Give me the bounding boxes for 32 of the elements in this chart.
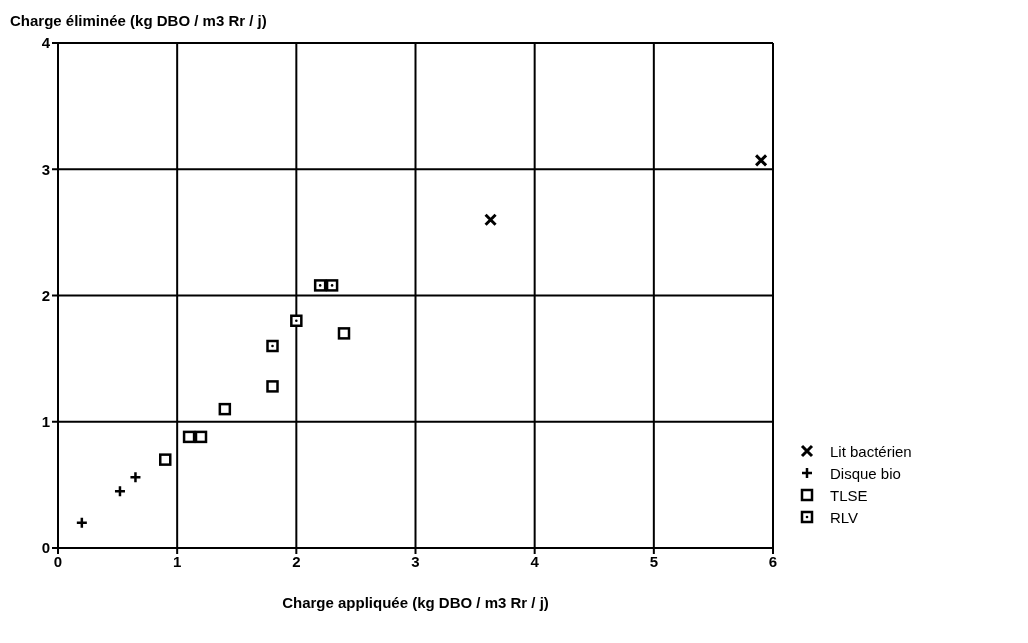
point [290, 314, 303, 327]
point [218, 402, 232, 416]
x-tick-label: 0 [53, 552, 63, 570]
legend-label: TLSE [830, 486, 868, 504]
point [182, 430, 196, 444]
point [75, 516, 89, 529]
legend-label: Lit bactérien [830, 442, 912, 460]
y-tick-label: 4 [41, 34, 51, 52]
y-tick-label: 0 [41, 539, 50, 557]
point [113, 484, 127, 498]
point [754, 153, 768, 167]
point [266, 380, 279, 393]
y-tick-label: 3 [41, 160, 50, 178]
x-axis-title: Charge appliquée (kg DBO / m3 Rr / j) [282, 594, 549, 611]
x-tick-label: 4 [530, 552, 540, 570]
legend-label: RLV [830, 508, 859, 526]
point [484, 213, 498, 227]
point [337, 327, 351, 340]
y-tick-label: 1 [41, 413, 50, 431]
x-tick-label: 3 [411, 552, 420, 570]
x-tick-label: 5 [649, 552, 659, 570]
legend-label: Disque bio [830, 464, 901, 482]
point [325, 279, 339, 292]
x-tick-label: 6 [768, 552, 778, 570]
x-tick-label: 2 [292, 552, 301, 570]
point [194, 430, 208, 444]
y-axis-title: Charge éliminée (kg DBO / m3 Rr / j) [10, 12, 267, 29]
y-tick-label: 2 [41, 286, 50, 304]
point [266, 339, 279, 353]
point [313, 279, 327, 292]
x-tick-label: 1 [172, 552, 182, 570]
point [159, 453, 172, 466]
